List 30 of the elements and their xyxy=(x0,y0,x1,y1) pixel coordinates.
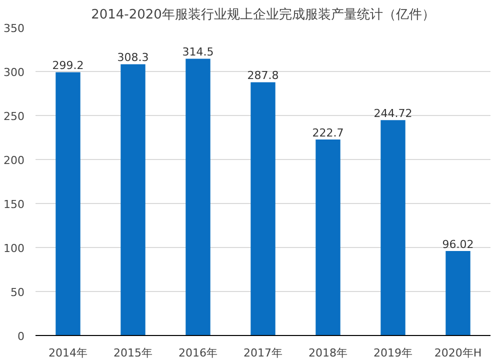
x-tick-label: 2019年 xyxy=(374,346,413,360)
y-tick-label: 50 xyxy=(10,286,25,299)
bar xyxy=(316,140,340,336)
x-tick-label: 2014年 xyxy=(48,346,88,360)
bar xyxy=(56,72,80,336)
data-label: 299.2 xyxy=(52,59,84,72)
chart-title: 2014-2020年服装行业规上企业完成服装产量统计（亿件） xyxy=(91,6,435,22)
bar xyxy=(380,120,406,336)
data-label: 222.7 xyxy=(312,126,344,140)
y-tick-label: 350 xyxy=(4,22,25,35)
data-label: 96.02 xyxy=(442,238,474,251)
y-tick-label: 150 xyxy=(4,198,25,211)
bar xyxy=(446,251,470,336)
x-tick-label: 2015年 xyxy=(114,346,153,360)
y-tick-label: 0 xyxy=(18,330,24,343)
x-tick-label: 2017年 xyxy=(244,346,283,360)
data-label: 314.5 xyxy=(182,46,214,59)
data-label: 244.72 xyxy=(374,107,412,120)
y-tick-label: 100 xyxy=(4,242,25,255)
bar xyxy=(186,58,210,336)
y-tick-label: 300 xyxy=(4,66,25,79)
data-label: 287.8 xyxy=(247,69,279,82)
x-tick-label: 2018年 xyxy=(308,346,348,360)
data-label: 308.3 xyxy=(117,51,149,64)
x-tick-label: 2020年H xyxy=(434,346,482,360)
bar xyxy=(120,64,146,336)
bar xyxy=(250,82,276,336)
y-tick-label: 250 xyxy=(4,110,25,123)
y-tick-label: 200 xyxy=(4,154,25,167)
x-tick-label: 2016年 xyxy=(178,346,218,360)
